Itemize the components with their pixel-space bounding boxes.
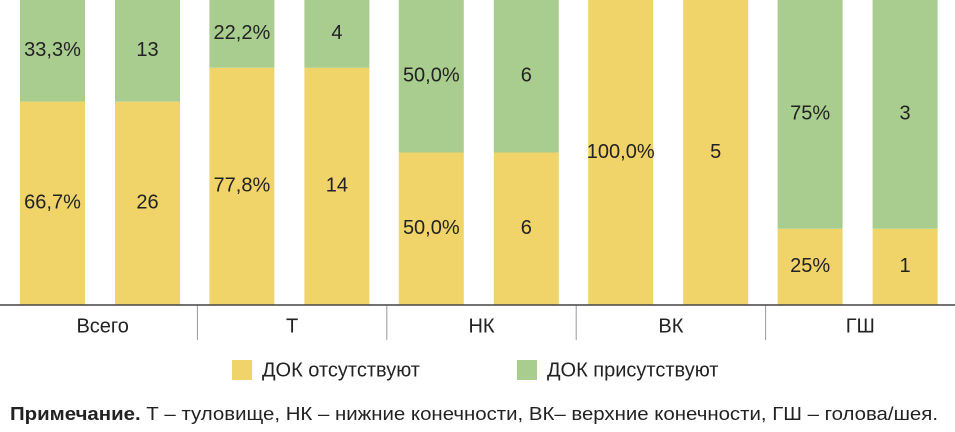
value-label: 75% [790, 103, 830, 125]
value-label: 50,0% [403, 65, 460, 87]
count-label: 6 [521, 217, 532, 239]
x-tick-label: Всего [76, 315, 128, 337]
count-label: 6 [521, 65, 532, 87]
count-label: 13 [136, 39, 158, 61]
x-tick-label: ГШ [846, 315, 875, 337]
x-tick-label: НК [468, 315, 494, 337]
legend-label: ДОК отсутствуют [262, 359, 420, 381]
value-label: 66,7% [24, 192, 81, 214]
bar-segment [398, 152, 464, 305]
count-label: 26 [136, 192, 158, 214]
value-label: 100,0% [587, 141, 655, 163]
count-segment [115, 0, 180, 102]
bar-segment [777, 0, 843, 229]
bar-segment [777, 228, 843, 305]
bar-segment [20, 0, 85, 102]
count-label: 1 [900, 255, 911, 277]
count-segment [304, 67, 370, 306]
note-label: Примечание. [10, 404, 141, 424]
legend-label: ДОК присутствуют [547, 359, 718, 381]
count-label: 3 [900, 103, 911, 125]
value-label: 50,0% [403, 217, 460, 239]
count-segment [872, 0, 938, 229]
count-segment [872, 228, 938, 305]
note-text: Т – туловище, НК – нижние конечности, ВК… [146, 404, 938, 424]
count-segment [493, 152, 559, 305]
count-label: 14 [326, 175, 348, 197]
count-label: 5 [710, 141, 721, 163]
value-label: 33,3% [24, 39, 81, 61]
bar-segment [209, 67, 275, 306]
legend-swatch [517, 360, 537, 380]
x-tick-label: Т [286, 315, 298, 337]
bar-segment [20, 101, 85, 305]
count-segment [683, 0, 749, 305]
value-label: 77,8% [214, 175, 271, 197]
count-segment [304, 0, 370, 68]
bar-segment [209, 0, 275, 68]
legend-swatch [232, 360, 252, 380]
value-label: 22,2% [214, 22, 271, 44]
x-tick-label: ВК [658, 315, 683, 337]
note: Примечание. Т – туловище, НК – нижние ко… [10, 404, 938, 424]
count-segment [493, 0, 559, 153]
count-label: 4 [331, 22, 342, 44]
bar-segment [588, 0, 654, 305]
value-label: 25% [790, 255, 830, 277]
count-segment [115, 101, 180, 306]
bar-segment [398, 0, 464, 153]
